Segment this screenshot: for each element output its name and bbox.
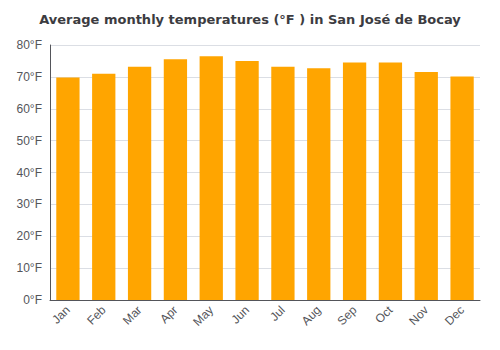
svg-text:20°F: 20°F: [17, 229, 42, 243]
svg-text:50°F: 50°F: [17, 134, 42, 148]
svg-text:Dec: Dec: [442, 303, 467, 328]
svg-text:Jun: Jun: [228, 303, 252, 327]
svg-text:Oct: Oct: [372, 303, 396, 327]
svg-text:40°F: 40°F: [17, 166, 42, 180]
svg-text:80°F: 80°F: [17, 38, 42, 52]
svg-text:0°F: 0°F: [23, 293, 42, 307]
svg-text:Sep: Sep: [335, 303, 360, 328]
svg-text:Apr: Apr: [157, 303, 180, 326]
svg-text:Mar: Mar: [120, 303, 145, 327]
svg-text:Jul: Jul: [267, 303, 288, 324]
svg-text:Nov: Nov: [406, 303, 431, 328]
svg-text:Aug: Aug: [299, 303, 324, 328]
svg-text:30°F: 30°F: [17, 197, 42, 211]
svg-text:70°F: 70°F: [17, 70, 42, 84]
svg-text:Average monthly temperatures (: Average monthly temperatures (°F ) in Sa…: [39, 12, 461, 27]
svg-text:May: May: [190, 303, 216, 329]
svg-text:10°F: 10°F: [17, 261, 42, 275]
svg-text:60°F: 60°F: [17, 102, 42, 116]
svg-text:Feb: Feb: [84, 303, 109, 328]
svg-text:Jan: Jan: [49, 303, 73, 327]
